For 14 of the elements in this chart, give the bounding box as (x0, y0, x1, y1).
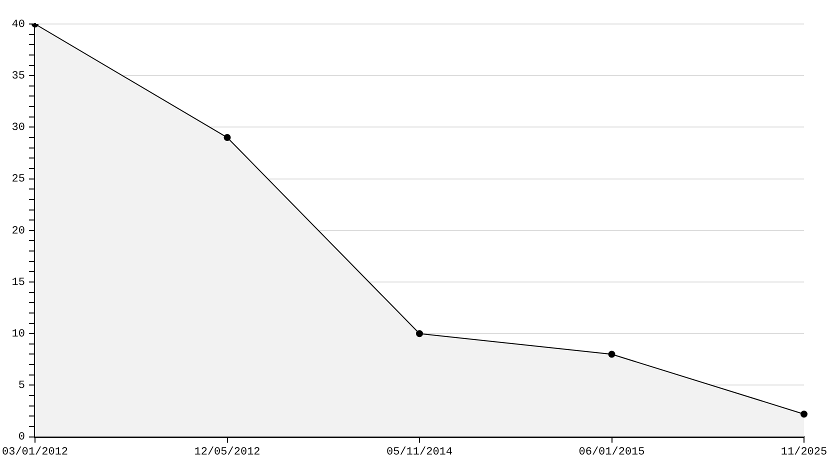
y-tick-label: 30 (12, 122, 26, 134)
y-tick-label: 40 (12, 18, 26, 31)
y-tick-label: 15 (12, 276, 26, 289)
x-tick-label: 03/01/2012 (2, 446, 68, 458)
y-tick-label: 35 (12, 70, 26, 83)
y-tick-label: 25 (12, 174, 26, 186)
y-tick-label: 20 (12, 225, 26, 238)
y-tick-label: 5 (18, 380, 26, 392)
x-tick-label: 05/11/2014 (386, 446, 453, 458)
x-tick-label: 06/01/2015 (578, 446, 645, 458)
x-tick-label: 11/2025 (780, 446, 828, 458)
y-tick-label: 10 (12, 328, 26, 341)
x-tick-label: 12/05/2012 (194, 446, 260, 458)
y-tick-label: 0 (18, 432, 26, 444)
